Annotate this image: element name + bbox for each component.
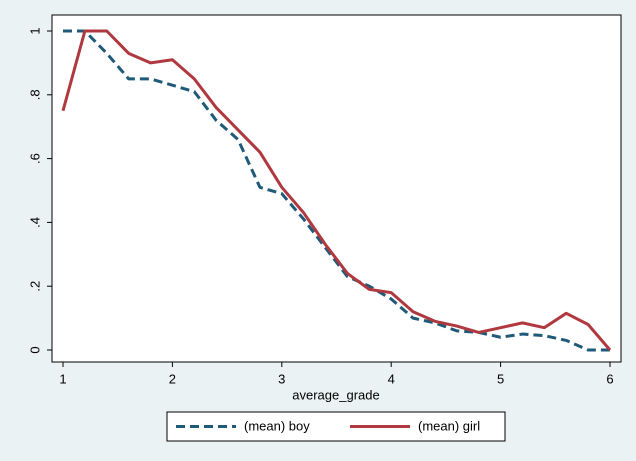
- x-tick-label: 6: [606, 371, 613, 386]
- y-tick-label: 0: [27, 346, 42, 353]
- y-tick-label: .8: [27, 89, 42, 100]
- y-tick-label: 1: [27, 27, 42, 34]
- data-line: [63, 29, 610, 352]
- legend-label: (mean) boy: [244, 418, 310, 433]
- data-line: [61, 29, 612, 351]
- y-tick-label: .4: [27, 217, 42, 228]
- plot-area: [51, 14, 622, 363]
- y-tick-label: .6: [27, 153, 42, 164]
- x-tick-label: 1: [59, 371, 66, 386]
- x-axis-title: average_grade: [292, 387, 379, 402]
- legend-label: (mean) girl: [418, 418, 480, 433]
- x-tick-label: 3: [278, 371, 285, 386]
- x-tick-label: 4: [388, 371, 395, 386]
- x-tick-label: 2: [169, 371, 176, 386]
- legend-box: [166, 411, 506, 442]
- y-tick-label: .2: [27, 281, 42, 292]
- x-tick-label: 5: [497, 371, 504, 386]
